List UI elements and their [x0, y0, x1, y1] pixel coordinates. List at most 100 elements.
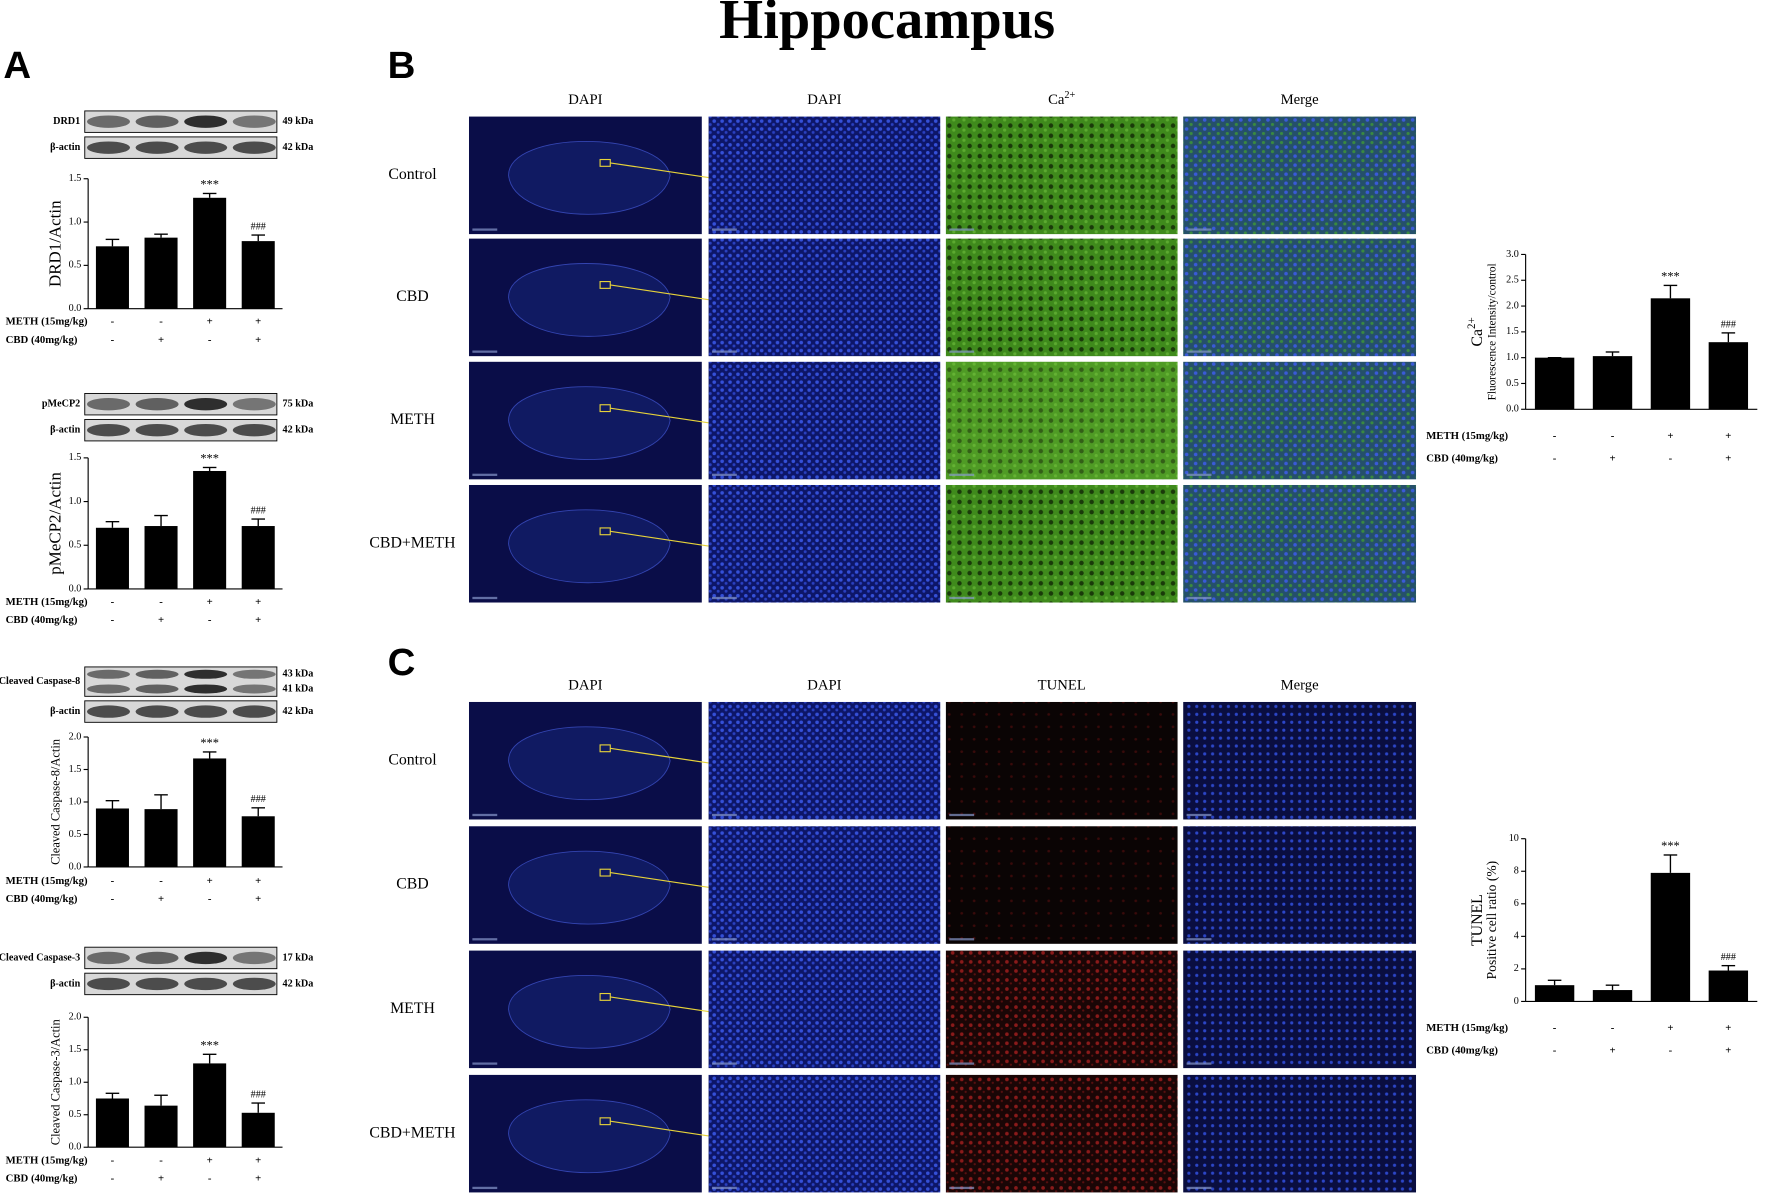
scale-bar	[1186, 813, 1212, 817]
micrograph	[708, 826, 941, 944]
scale-bar	[1186, 228, 1212, 231]
y-tick-label: 0.0	[69, 303, 82, 314]
y-tick-label: 4	[1514, 931, 1519, 942]
blot-band	[135, 705, 179, 718]
micrograph	[1183, 361, 1417, 480]
scale-bar	[472, 350, 498, 353]
bar	[193, 758, 227, 867]
bar	[1650, 298, 1691, 410]
scale-bar	[949, 1062, 975, 1065]
condition-sign: +	[1725, 1045, 1731, 1057]
scale-bar	[711, 228, 737, 231]
condition-sign: +	[207, 596, 213, 608]
condition-label: METH (15mg/kg)	[6, 1154, 88, 1166]
condition-sign: -	[159, 1154, 163, 1166]
micrograph	[708, 361, 941, 480]
y-tick-label: 0.0	[69, 583, 82, 594]
condition-sign: +	[207, 1154, 213, 1166]
condition-sign: +	[207, 875, 213, 887]
row-label: CBD	[396, 288, 429, 305]
region-pointer	[610, 407, 709, 424]
western-blot	[84, 946, 278, 970]
western-blot	[84, 136, 278, 159]
condition-sign: -	[111, 596, 115, 608]
blot-band	[87, 951, 130, 965]
figure-title: Hippocampus	[719, 0, 1055, 51]
condition-sign: -	[208, 1172, 212, 1184]
micrograph	[945, 238, 1178, 357]
blot-band	[232, 115, 276, 128]
column-header-base: Ca	[1048, 92, 1065, 108]
brain-section	[508, 140, 671, 215]
blot-band	[135, 977, 179, 991]
y-tick-label: 0.5	[69, 260, 82, 271]
western-blot	[84, 418, 278, 442]
y-tick-label: 3.0	[1506, 249, 1519, 260]
condition-sign: -	[1553, 430, 1557, 442]
condition-sign: -	[159, 316, 163, 328]
bar	[95, 808, 129, 867]
blot-band	[184, 977, 228, 991]
condition-sign: -	[208, 893, 212, 905]
y-tick-label: 2.0	[1506, 300, 1519, 311]
y-tick-label: 0	[1514, 996, 1519, 1007]
condition-sign: +	[1725, 1022, 1731, 1034]
bar	[1650, 872, 1691, 1002]
significance-label: ###	[251, 1089, 266, 1100]
y-tick-label: 1.0	[1506, 352, 1519, 363]
micrograph	[708, 701, 941, 820]
scale-bar	[1186, 938, 1212, 941]
y-axis-label: Fluorescence Intensity/control	[1486, 263, 1498, 400]
bar	[1708, 970, 1749, 1002]
condition-sign: +	[207, 316, 213, 328]
condition-label: CBD (40mg/kg)	[6, 893, 78, 905]
blot-label: pMeCP2	[42, 399, 80, 410]
condition-sign: -	[1553, 1045, 1557, 1057]
blot-kda: 42 kDa	[283, 425, 314, 436]
bar	[1592, 356, 1633, 410]
blot-band	[232, 977, 276, 991]
scale-bar	[711, 596, 737, 600]
condition-sign: +	[255, 334, 261, 346]
row-label: Control	[388, 166, 437, 183]
significance-label: ###	[251, 505, 266, 516]
scale-bar	[472, 1186, 498, 1190]
blot-band	[184, 115, 228, 128]
column-header: TUNEL	[1038, 678, 1086, 694]
column-header-sup: 2+	[1064, 90, 1075, 101]
y-tick-label: 1.0	[69, 496, 82, 507]
blot-band	[135, 115, 179, 128]
significance-label: ***	[200, 177, 219, 191]
scale-bar	[472, 813, 498, 817]
y-tick-label: 0.5	[69, 1109, 82, 1120]
significance-label: ###	[1721, 319, 1736, 330]
condition-sign: +	[1725, 452, 1731, 464]
y-axis-title-base: Ca	[1469, 329, 1486, 347]
condition-sign: -	[111, 1154, 115, 1166]
brain-section	[508, 386, 671, 461]
scale-bar	[472, 228, 498, 231]
condition-sign: -	[1669, 1045, 1673, 1057]
condition-label: METH (15mg/kg)	[6, 596, 88, 608]
region-pointer	[610, 162, 709, 179]
brain-section	[508, 726, 671, 801]
y-axis-label: Cleaved Caspase-8/Actin	[48, 738, 62, 865]
condition-sign: +	[255, 596, 261, 608]
y-tick-label: 0.0	[1506, 404, 1519, 415]
y-tick-label: 1.5	[1506, 326, 1519, 337]
scale-bar	[711, 938, 737, 941]
brain-section	[508, 975, 671, 1049]
blot-band	[232, 684, 276, 694]
blot-kda: 75 kDa	[283, 399, 314, 410]
micrograph	[708, 116, 941, 235]
y-tick-label: 10	[1509, 833, 1519, 844]
scale-bar	[472, 473, 498, 476]
blot-label: Cleaved Caspase-3	[0, 952, 80, 963]
condition-sign: -	[111, 875, 115, 887]
micrograph	[945, 484, 1178, 603]
row-label: CBD	[396, 876, 429, 893]
condition-label: METH (15mg/kg)	[6, 875, 88, 887]
blot-band	[184, 951, 228, 965]
western-blot	[84, 972, 278, 996]
